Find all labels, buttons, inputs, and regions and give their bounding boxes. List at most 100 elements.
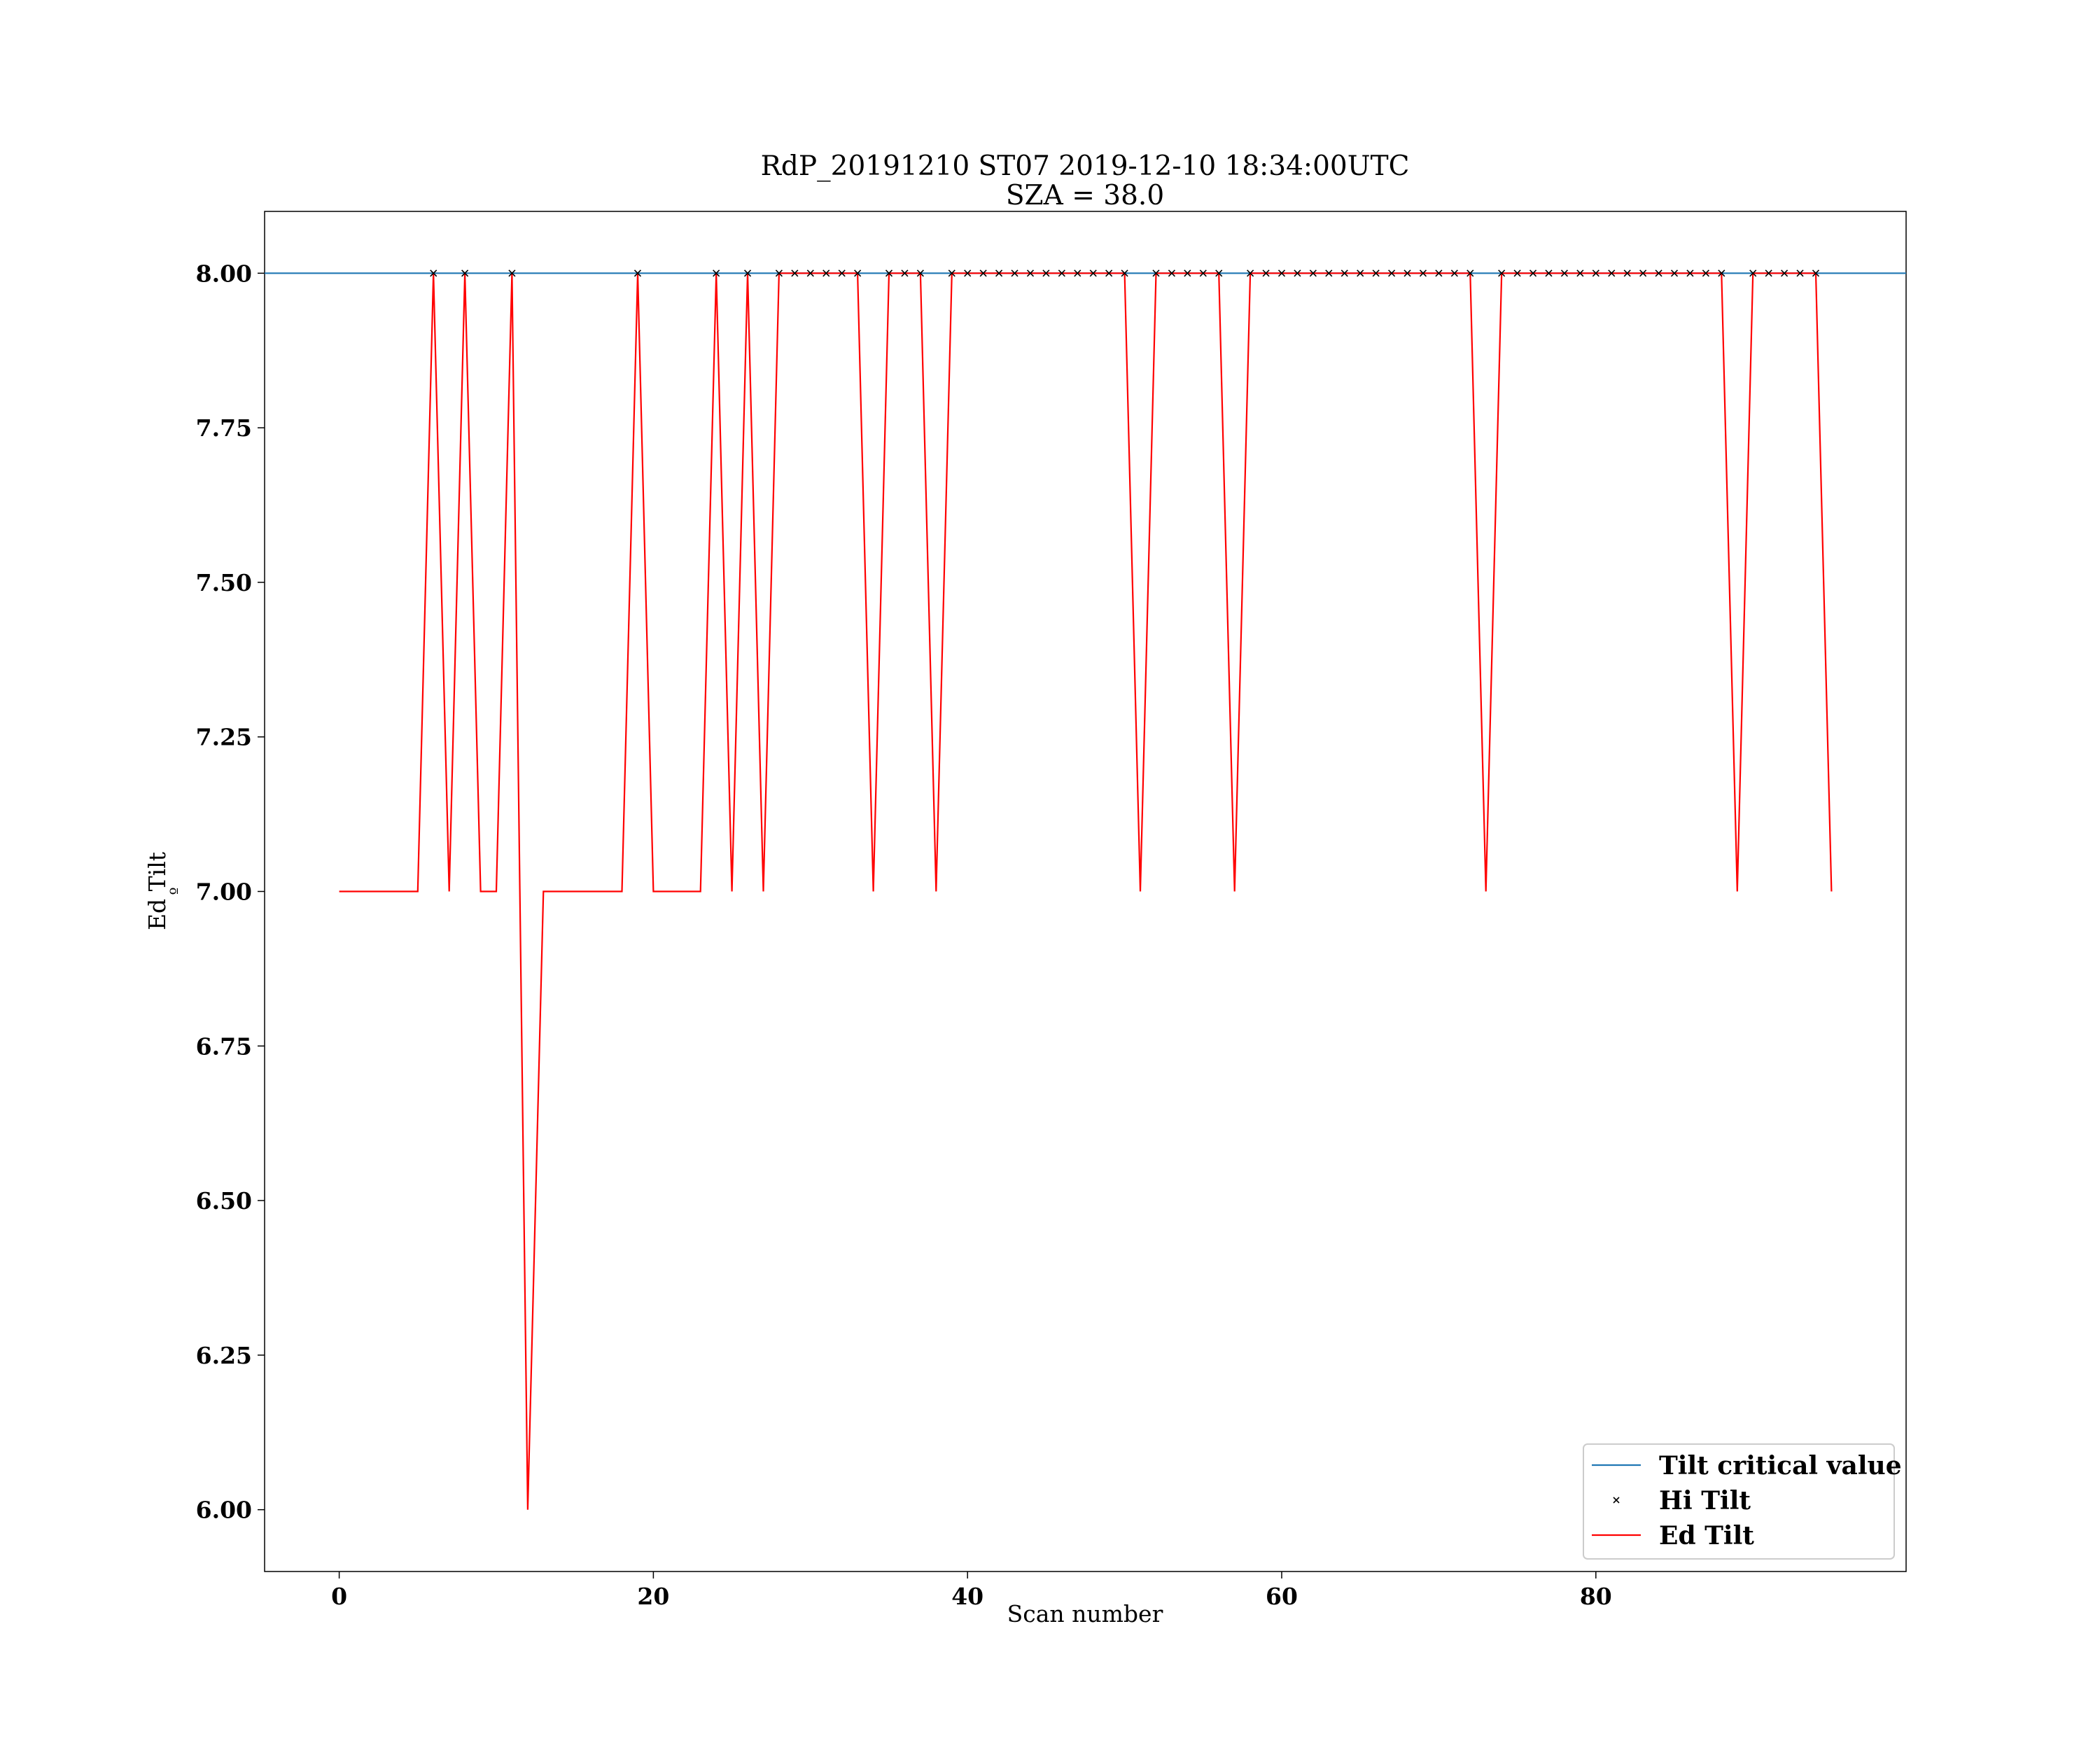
hi-tilt-marker <box>1796 270 1804 277</box>
hi-tilt-marker <box>1309 270 1317 277</box>
legend-hitilt-label: Hi Tilt <box>1659 1486 1751 1516</box>
hi-tilt-marker <box>1765 270 1772 277</box>
hi-tilt-marker <box>743 270 752 277</box>
hi-tilt-marker <box>1184 270 1191 277</box>
hi-tilt-marker <box>1404 270 1411 277</box>
y-axis: 6.00 6.25 6.50 6.75 7.00 7.25 7.50 7.75 8.00 <box>196 260 265 1524</box>
hi-tilt-marker <box>885 270 893 277</box>
hi-tilt-marker <box>1670 270 1679 277</box>
x-tick-label: 20 <box>637 1583 669 1610</box>
y-tick-label: 7.00 <box>196 878 252 906</box>
hi-tilt-marker <box>1247 270 1254 277</box>
hi-tilt-marker <box>1215 270 1223 277</box>
hi-tilt-marker <box>1357 270 1364 277</box>
y-tick-label: 6.50 <box>196 1187 252 1214</box>
hi-tilt-marker <box>1011 270 1018 277</box>
hi-tilt-marker <box>1498 270 1506 277</box>
y-axis-label: Ed Tilt <box>144 852 171 930</box>
hi-tilt-marker <box>1639 270 1647 277</box>
legend-box <box>1583 1443 1895 1560</box>
hi-tilt-marker <box>806 270 814 277</box>
hi-tilt-marker <box>1089 270 1097 277</box>
hi-tilt-marker <box>979 270 987 277</box>
hi-tilt-marker <box>1294 270 1301 277</box>
hi-tilt-marker <box>1655 270 1662 277</box>
hi-tilt-marker <box>1576 270 1584 277</box>
hi-tilt-marker <box>634 270 642 277</box>
hi-tilt-marker <box>1278 270 1286 277</box>
hi-tilt-marker <box>822 270 830 277</box>
hi-tilt-marker <box>1749 270 1757 277</box>
hi-tilt-marker <box>1074 270 1082 277</box>
x-tick-label: 80 <box>1580 1583 1612 1610</box>
hi-tilt-marker <box>1513 270 1521 277</box>
plot-area <box>264 211 1907 1572</box>
hi-tilt-marker <box>1105 270 1113 277</box>
legend-hitilt-marker-swatch <box>1613 1497 1620 1504</box>
legend: Tilt critical value Hi Tilt Ed Tilt <box>1583 1443 1902 1560</box>
hi-tilt-marker <box>430 270 438 277</box>
hi-tilt-marker <box>1686 270 1694 277</box>
y-tick-label: 7.25 <box>196 724 252 751</box>
hi-tilt-marker <box>1372 270 1380 277</box>
hi-tilt-marker <box>1388 270 1396 277</box>
y-tick-label: 6.25 <box>196 1342 252 1369</box>
hi-tilt-marker <box>775 270 783 277</box>
y-axis-unit: º <box>167 887 186 895</box>
y-axis-label-group: Ed Tilt <box>144 852 171 930</box>
hi-tilt-marker <box>1608 270 1616 277</box>
hi-tilt-marker <box>995 270 1003 277</box>
legend-edtilt-label: Ed Tilt <box>1659 1521 1754 1550</box>
hi-tilt-marker <box>1781 270 1788 277</box>
plot-layer <box>265 270 1906 1510</box>
y-tick-label: 6.00 <box>196 1497 252 1524</box>
hi-tilt-marker <box>1529 270 1537 277</box>
hi-tilt-marker <box>1592 270 1600 277</box>
hi-tilt-marker <box>1419 270 1427 277</box>
hi-tilt-marker <box>1702 270 1709 277</box>
hi-tilt-marker <box>1168 270 1175 277</box>
hi-tilt-marker <box>713 270 720 277</box>
hi-tilt-marker <box>1058 270 1065 277</box>
hi-tilt-marker <box>461 270 469 277</box>
y-axis-unit-group: º <box>167 887 186 895</box>
hi-tilt-marker <box>838 270 846 277</box>
hi-tilt-marker <box>1152 270 1160 277</box>
y-tick-label: 7.50 <box>196 569 252 596</box>
x-axis: 0 20 40 60 80 <box>331 1572 1612 1610</box>
hi-tilt-marker <box>1718 270 1726 277</box>
hi-tilt-marker <box>1026 270 1035 277</box>
legend-critical-label: Tilt critical value <box>1659 1451 1902 1480</box>
hi-tilt-marker <box>1623 270 1631 277</box>
x-axis-label: Scan number <box>1007 1600 1163 1628</box>
hi-tilt-marker <box>1042 270 1050 277</box>
hi-tilt-marker <box>948 270 955 277</box>
hi-tilt-marker <box>1325 270 1333 277</box>
hi-tilt-marker <box>1262 270 1270 277</box>
hi-tilt-marker <box>1199 270 1207 277</box>
hi-tilt-marker <box>1812 270 1820 277</box>
hi-tilt-marker <box>854 270 862 277</box>
hi-tilt-marker <box>791 270 799 277</box>
y-tick-label: 7.75 <box>196 414 252 442</box>
x-tick-label: 0 <box>331 1583 347 1610</box>
y-tick-label: 8.00 <box>196 260 252 287</box>
y-tick-label: 6.75 <box>196 1032 252 1060</box>
hi-tilt-marker <box>1466 270 1474 277</box>
hi-tilt-marker <box>1121 270 1128 277</box>
x-tick-label: 60 <box>1266 1583 1298 1610</box>
chart-subtitle: SZA = 38.0 <box>1006 180 1164 211</box>
hi-tilt-marker <box>1435 270 1443 277</box>
hi-tilt-marker <box>916 270 924 277</box>
hi-tilt-marker <box>1450 270 1458 277</box>
hi-tilt-marker <box>1545 270 1553 277</box>
hi-tilt-marker <box>508 270 516 277</box>
hi-tilt-marker <box>1340 270 1348 277</box>
chart-title: RdP_20191210 ST07 2019-12-10 18:34:00UTC <box>761 150 1410 182</box>
ed-tilt-line <box>339 272 1833 1510</box>
hi-tilt-marker <box>901 270 909 277</box>
hi-tilt-marker <box>1560 270 1568 277</box>
x-tick-label: 40 <box>951 1583 983 1610</box>
hi-tilt-marker <box>964 270 972 277</box>
